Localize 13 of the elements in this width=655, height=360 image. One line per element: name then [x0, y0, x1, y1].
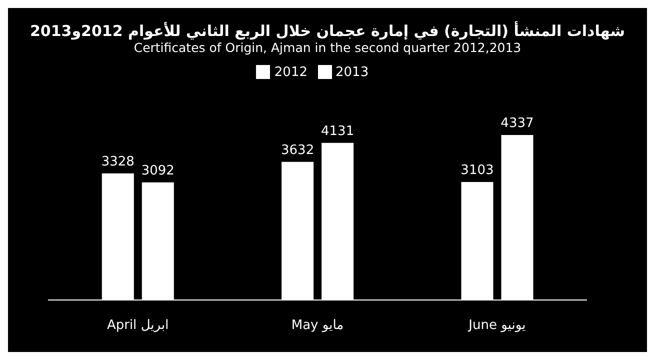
x-tick-label: May مايو: [291, 318, 344, 334]
chart-title: شهادات المنشأ (التجارة) في إمارة عجمان خلال الربع الثاني للأعوام 2012و2013: [28, 20, 626, 40]
x-tick-label: April ابريل: [106, 318, 169, 334]
x-tick-label: June يونيو: [468, 318, 526, 334]
data-label: 3328: [101, 154, 134, 170]
data-label: 3103: [460, 162, 494, 178]
legend-label: 2013: [336, 65, 369, 80]
data-label: 3632: [281, 142, 314, 158]
data-label: 3092: [141, 163, 174, 178]
data-label: 4131: [321, 124, 354, 139]
data-label: 4337: [500, 116, 534, 131]
legend-label: 2012: [274, 65, 308, 80]
chart-subtitle: Certificates of Origin, Ajman in the second quarter 2012,2013: [132, 40, 522, 55]
